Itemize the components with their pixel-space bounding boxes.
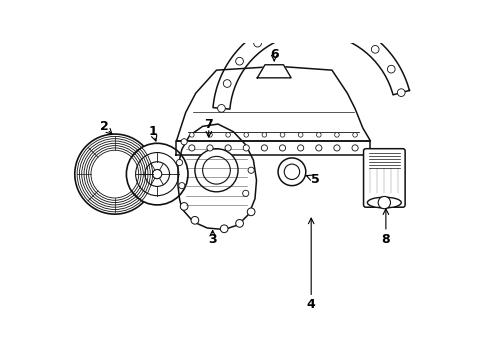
Circle shape xyxy=(243,190,249,197)
Circle shape xyxy=(262,132,267,137)
Circle shape xyxy=(276,27,284,35)
Circle shape xyxy=(236,57,244,65)
Circle shape xyxy=(189,145,195,151)
Circle shape xyxy=(190,132,194,137)
Circle shape xyxy=(388,65,395,73)
Polygon shape xyxy=(176,66,370,141)
Text: 6: 6 xyxy=(270,48,278,61)
Text: 4: 4 xyxy=(307,298,316,311)
Circle shape xyxy=(350,31,358,39)
Circle shape xyxy=(278,158,306,186)
Circle shape xyxy=(248,167,254,173)
Circle shape xyxy=(225,145,231,151)
Circle shape xyxy=(279,145,286,151)
Circle shape xyxy=(298,132,303,137)
Text: 7: 7 xyxy=(204,118,213,131)
FancyBboxPatch shape xyxy=(364,149,405,207)
Circle shape xyxy=(218,104,225,112)
Circle shape xyxy=(247,208,255,216)
Circle shape xyxy=(326,23,334,30)
Circle shape xyxy=(126,143,188,205)
Circle shape xyxy=(316,145,322,151)
Circle shape xyxy=(297,145,304,151)
Polygon shape xyxy=(176,141,370,155)
Circle shape xyxy=(243,145,249,151)
Circle shape xyxy=(301,21,309,29)
Circle shape xyxy=(334,145,340,151)
Circle shape xyxy=(335,132,339,137)
Circle shape xyxy=(378,197,391,209)
Circle shape xyxy=(317,132,321,137)
Circle shape xyxy=(261,145,268,151)
Circle shape xyxy=(352,145,358,151)
Circle shape xyxy=(191,216,199,224)
Text: 2: 2 xyxy=(100,120,109,133)
Circle shape xyxy=(236,220,244,227)
Circle shape xyxy=(244,132,248,137)
Circle shape xyxy=(195,149,238,192)
Circle shape xyxy=(181,139,187,145)
Circle shape xyxy=(180,203,188,210)
Circle shape xyxy=(220,225,228,233)
Circle shape xyxy=(207,145,213,151)
Circle shape xyxy=(397,89,405,96)
Text: 8: 8 xyxy=(382,233,390,246)
Circle shape xyxy=(223,80,231,87)
Polygon shape xyxy=(213,16,410,109)
Circle shape xyxy=(371,45,379,53)
Circle shape xyxy=(176,159,183,166)
Circle shape xyxy=(75,134,155,214)
Text: 1: 1 xyxy=(149,125,158,138)
Circle shape xyxy=(254,39,262,47)
Polygon shape xyxy=(257,65,291,78)
Circle shape xyxy=(179,183,185,189)
Polygon shape xyxy=(178,124,257,230)
Text: 5: 5 xyxy=(311,173,319,186)
Ellipse shape xyxy=(368,197,401,208)
Text: 3: 3 xyxy=(208,233,217,246)
Circle shape xyxy=(353,132,357,137)
Circle shape xyxy=(208,132,212,137)
Circle shape xyxy=(226,132,230,137)
Circle shape xyxy=(280,132,285,137)
